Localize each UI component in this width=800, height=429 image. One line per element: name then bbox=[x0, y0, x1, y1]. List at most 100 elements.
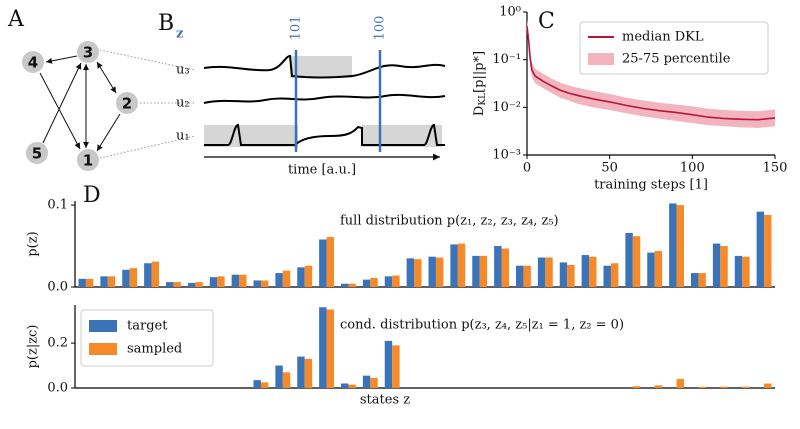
bar bbox=[151, 261, 159, 287]
bar bbox=[654, 250, 663, 287]
annotation: full distribution p(z₁, z₂, z₃, z₄, z₅) bbox=[340, 214, 559, 229]
bar bbox=[370, 277, 378, 287]
bar bbox=[676, 205, 684, 287]
bar bbox=[384, 276, 393, 287]
legend-swatch bbox=[588, 53, 614, 65]
bar bbox=[107, 276, 116, 287]
bar bbox=[676, 379, 684, 388]
bar bbox=[764, 383, 772, 388]
spike-label: 100 bbox=[373, 16, 388, 41]
legend-label: median DKL bbox=[622, 30, 704, 45]
legend-swatch bbox=[89, 343, 117, 355]
y-axis-label: p(z|zc) bbox=[26, 325, 41, 369]
x-axis-label: time [a.u.] bbox=[288, 163, 356, 178]
bar bbox=[669, 203, 677, 287]
connector bbox=[99, 135, 196, 159]
panel-sub: z bbox=[176, 27, 183, 42]
bar bbox=[734, 255, 743, 287]
bar bbox=[217, 276, 225, 287]
bar bbox=[348, 283, 356, 287]
edge bbox=[39, 72, 81, 150]
bar bbox=[720, 386, 728, 388]
trace-label: u₂ bbox=[176, 96, 190, 111]
panel-label: C bbox=[538, 9, 555, 34]
nodes: 1 2 3 4 5 bbox=[22, 41, 138, 171]
trace-label: u₁ bbox=[176, 129, 190, 144]
bar bbox=[516, 265, 524, 287]
bar bbox=[209, 277, 218, 287]
bar bbox=[501, 248, 509, 287]
y-axis-label-part: D bbox=[472, 106, 487, 116]
bar bbox=[647, 252, 655, 287]
y-tick-label: 0.1 bbox=[47, 198, 68, 213]
y-tick-label: 10⁻¹ bbox=[492, 52, 521, 67]
active-window bbox=[362, 125, 442, 147]
bar bbox=[589, 256, 597, 287]
node-label: 5 bbox=[32, 145, 42, 163]
trace bbox=[204, 123, 445, 146]
x-axis-label: training steps [1] bbox=[594, 178, 708, 193]
y-tick-label: 0.2 bbox=[47, 336, 68, 351]
node-label: 1 bbox=[83, 152, 93, 170]
bar bbox=[78, 278, 86, 287]
bar bbox=[239, 274, 247, 287]
connector bbox=[99, 49, 196, 71]
x-tick-label: 0 bbox=[523, 161, 531, 176]
bar bbox=[297, 267, 305, 287]
bar bbox=[479, 255, 488, 287]
panel-label: D bbox=[83, 183, 101, 208]
bar bbox=[698, 386, 706, 388]
y-axis-label-part: [p||p*] bbox=[472, 51, 487, 93]
node-label: 4 bbox=[28, 54, 38, 72]
bar bbox=[764, 214, 772, 287]
bar bbox=[319, 239, 327, 287]
bar bbox=[494, 246, 502, 287]
bar bbox=[166, 282, 174, 287]
panel-label: B bbox=[158, 11, 174, 36]
bar bbox=[341, 383, 349, 388]
panel-label: A bbox=[7, 7, 25, 32]
bar bbox=[632, 386, 641, 388]
bar bbox=[457, 243, 466, 287]
bar bbox=[122, 269, 130, 287]
bar bbox=[100, 276, 108, 287]
bar bbox=[610, 263, 619, 287]
bar bbox=[129, 268, 138, 287]
y-tick-label: 0.0 bbox=[47, 280, 68, 295]
bar bbox=[282, 270, 291, 287]
x-tick-label: 150 bbox=[763, 161, 788, 176]
bar bbox=[326, 237, 334, 287]
bar bbox=[253, 380, 261, 388]
bar bbox=[326, 309, 334, 388]
edge bbox=[45, 55, 78, 64]
node-label: 3 bbox=[83, 44, 93, 62]
bar bbox=[435, 257, 444, 287]
trace bbox=[203, 93, 446, 104]
bar bbox=[362, 279, 371, 287]
bar bbox=[450, 244, 458, 287]
bar bbox=[253, 280, 261, 287]
bar bbox=[756, 211, 765, 287]
bar bbox=[370, 377, 378, 388]
bar bbox=[406, 258, 415, 287]
trace bbox=[203, 54, 446, 79]
bar bbox=[187, 282, 196, 287]
x-axis-label: states z bbox=[360, 393, 410, 408]
legend-label: sampled bbox=[127, 342, 182, 357]
node bbox=[22, 51, 44, 73]
bar bbox=[275, 273, 283, 287]
bar bbox=[282, 372, 291, 388]
node-label: 2 bbox=[122, 95, 132, 113]
bar bbox=[85, 278, 94, 287]
bar bbox=[195, 282, 203, 287]
bar bbox=[275, 365, 283, 388]
bar bbox=[581, 255, 590, 287]
band bbox=[527, 19, 775, 128]
x-tick-label: 100 bbox=[680, 161, 705, 176]
y-axis-label: DKL[p||p*] bbox=[472, 51, 488, 116]
bar bbox=[567, 264, 575, 287]
edge bbox=[42, 62, 82, 144]
bar bbox=[260, 280, 269, 287]
line bbox=[526, 26, 776, 121]
legend-swatch bbox=[89, 320, 117, 332]
